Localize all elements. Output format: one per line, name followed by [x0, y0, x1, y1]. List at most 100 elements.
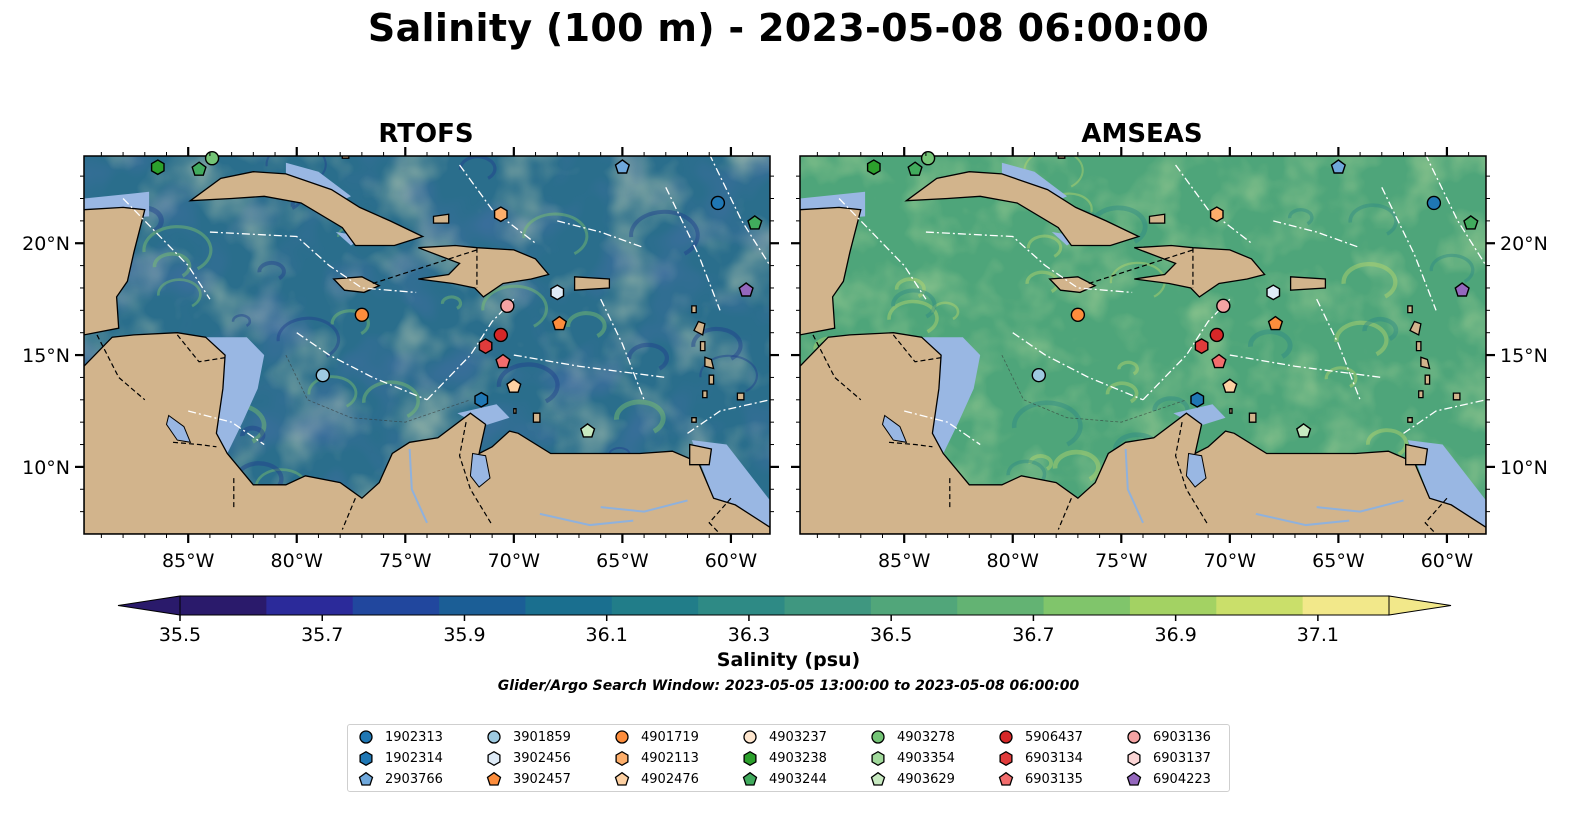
eddy-swirl [627, 342, 670, 371]
eez-boundary [209, 231, 417, 294]
eddy-swirl [1011, 400, 1083, 447]
legend-marker-icon [615, 750, 629, 767]
river [408, 448, 428, 524]
eddy-swirl [1028, 454, 1053, 471]
colorbar-tick-label: 36.7 [1012, 624, 1054, 646]
float-marker [579, 423, 596, 438]
eez-boundary [925, 231, 1133, 294]
float-marker [506, 378, 522, 393]
float-marker [614, 159, 631, 174]
country-border [458, 422, 493, 526]
x-tick-label: 75°W [1095, 550, 1148, 572]
figure-title: Salinity (100 m) - 2023-05-08 06:00:00 [367, 6, 1210, 50]
legend-label: 4901719 [641, 729, 699, 745]
land-mass [1409, 320, 1422, 336]
legend-item: 3902457 [485, 770, 571, 788]
river [1124, 448, 1144, 524]
colorbar-segment [784, 596, 872, 615]
land-mass [1407, 417, 1413, 423]
shelf-area [921, 337, 981, 454]
x-tick-label: 85°W [878, 550, 931, 572]
colorbar-tick-label: 35.9 [443, 624, 485, 646]
eddy-swirl [891, 288, 937, 319]
legend-label: 2903766 [385, 771, 443, 787]
legend-label: 6903136 [1153, 729, 1211, 745]
float-marker [150, 159, 165, 176]
country-border [892, 334, 944, 363]
land-mass [800, 206, 862, 336]
eddy-swirl [1052, 449, 1101, 482]
colorbar-frame [179, 595, 1390, 616]
eddy-swirl [1324, 366, 1358, 388]
land-mass [689, 443, 713, 466]
eddy-swirl [1429, 253, 1475, 283]
land-mass [84, 332, 770, 534]
country-border [888, 441, 933, 448]
legend-item: 4903238 [741, 749, 827, 767]
x-tick-label: 80°W [271, 550, 324, 572]
eddy-swirl [142, 225, 213, 271]
bathymetry-contour [285, 354, 471, 423]
legend-item: 1902313 [357, 728, 443, 746]
legend-marker-icon [743, 750, 757, 767]
eddy-swirl [240, 425, 266, 444]
float-marker [1209, 327, 1225, 343]
y-tick-label: 10°N [22, 457, 70, 479]
eddy-swirl [362, 380, 420, 418]
panel-title-amseas: AMSEAS [1081, 119, 1203, 149]
colorbar-segment [352, 596, 440, 615]
legend-item: 5906437 [997, 728, 1083, 746]
legend-marker-icon [871, 730, 885, 744]
float-marker [474, 391, 489, 408]
legend-label: 3902457 [513, 771, 571, 787]
eez-boundary [513, 354, 666, 379]
country-border [172, 441, 217, 448]
float-markers [150, 151, 1479, 438]
legend-item: 4902113 [613, 749, 699, 767]
eddy-swirl [231, 314, 252, 327]
eddy-swirl [522, 212, 589, 255]
legend-item: 4901719 [613, 728, 699, 746]
colorbar-tick-label: 35.7 [301, 624, 343, 646]
country-border [1057, 497, 1072, 530]
float-marker [1211, 353, 1227, 369]
eez-boundary [1229, 354, 1382, 379]
eddy-swirl [894, 277, 926, 299]
float-marker [1267, 315, 1284, 331]
float-marker [1070, 307, 1086, 323]
legend-marker-icon [615, 730, 629, 744]
land-mass [573, 276, 611, 291]
colorbar-segment [180, 596, 267, 615]
float-marker [920, 151, 936, 166]
x-tick-label: 80°W [987, 550, 1040, 572]
legend-label: 4903238 [769, 750, 827, 766]
float-marker [1209, 206, 1224, 223]
land-mass [1418, 390, 1424, 399]
float-marker [1216, 298, 1231, 314]
lake [165, 414, 192, 443]
float-marker [478, 338, 493, 355]
colorbar-segment [1302, 596, 1390, 615]
eddy-swirl [1334, 320, 1389, 357]
country-border [372, 249, 478, 285]
river [539, 512, 634, 527]
colorbar: 35.5 35.7 35.9 36.1 36.3 36.5 36.7 36.9 37.1 [117, 595, 1452, 646]
eddy-swirl [1248, 329, 1293, 359]
colorbar-tick-label: 36.5 [870, 624, 912, 646]
eddy-swirl [1109, 261, 1166, 298]
shelf-area [1407, 440, 1486, 528]
colorbar-segment [525, 596, 613, 615]
float-marker [1463, 215, 1479, 230]
land-mass [1405, 443, 1429, 466]
eddy-swirl [887, 299, 939, 334]
shelf-area [691, 440, 770, 528]
land-mass [188, 171, 425, 247]
legend-marker-icon [614, 771, 630, 786]
float-marker [493, 327, 509, 343]
colorbar-tick-label: 36.1 [586, 624, 628, 646]
legend-item: 6903135 [997, 770, 1083, 788]
eez-boundary [665, 187, 721, 311]
eddy-swirl [152, 252, 192, 278]
land-mass [1407, 305, 1413, 314]
land-mass [84, 206, 146, 336]
